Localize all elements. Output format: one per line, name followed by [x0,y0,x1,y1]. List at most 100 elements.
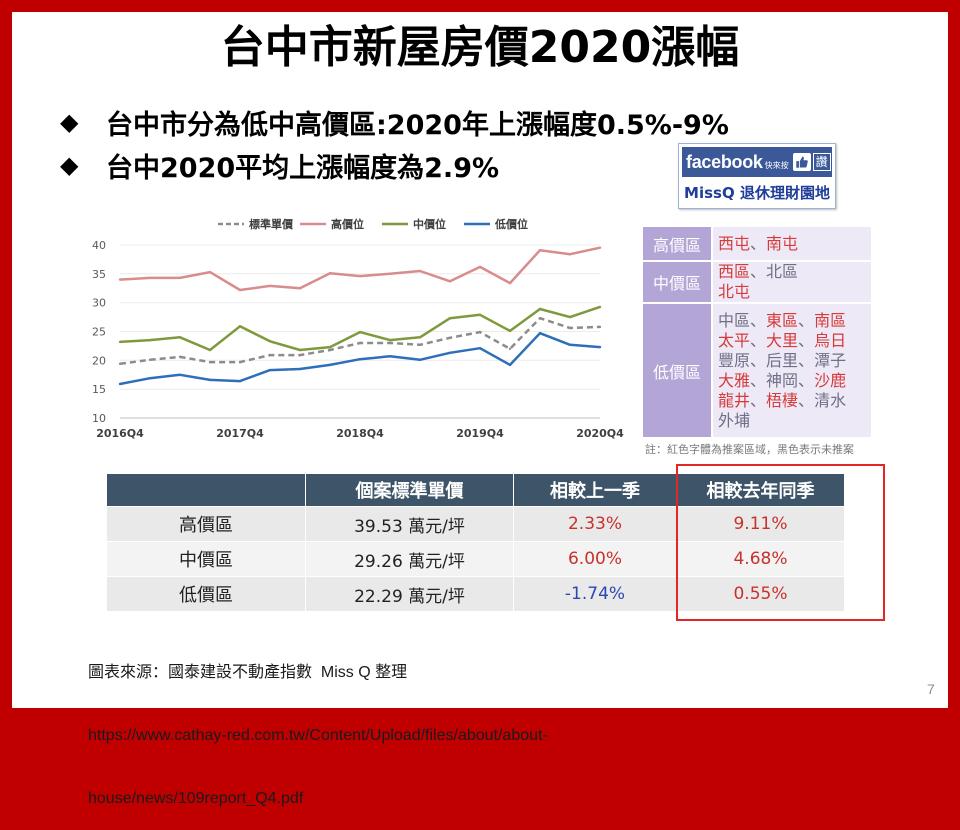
x-tick-label: 2020Q4 [576,427,624,440]
data-point [268,353,272,357]
data-point [598,305,602,309]
separator: 、 [750,390,767,410]
series-1 [118,246,602,292]
diamond-bullet-icon: ◆ [60,108,79,136]
data-point [388,338,392,342]
data-point [448,280,452,283]
data-point [238,288,242,292]
data-point [388,341,392,345]
district-row: 中價區 西區、北區 北屯 [643,261,871,304]
data-point [568,315,572,319]
data-point [238,325,242,328]
source-url-line[interactable]: https://www.cathay-red.com.tw/Content/Up… [88,727,548,744]
bullet-item: ◆ 台中市分為低中高價區:2020年上漲幅度0.5%-9% [60,102,729,142]
data-point [358,341,362,345]
table-row: 低價區 22.29 萬元/坪 -1.74% 0.55% [106,576,845,612]
district-name: 大雅 [718,370,751,390]
separator: 、 [798,310,815,330]
district-name: 后里 [766,350,799,370]
legend-item: 低價位 [464,217,528,231]
data-point [238,360,242,364]
district-name: 豐原 [718,350,751,370]
header-qoq: 相較上一季 [513,473,677,507]
qoq-change-cell: 6.00% [513,541,677,577]
data-point [538,317,542,320]
data-point [448,317,452,320]
separator: 、 [750,370,767,390]
data-point [538,307,542,311]
data-point [418,269,422,273]
qoq-change-cell: 2.33% [513,506,677,542]
x-tick-label: 2017Q4 [216,427,264,440]
series-3 [118,331,602,386]
district-table-body: 高價區 西屯、南屯 中價區 西區、北區 北屯 低價區 中區、東區、南區 太平、大里、烏日 豐原、… [643,227,871,439]
header-blank [106,473,306,507]
yoy-change-cell: 4.68% [676,541,845,577]
page-number: 7 [927,681,935,697]
district-name: 太平 [718,330,751,350]
district-list: 中區、東區、南區 太平、大里、烏日 豐原、后里、潭子 大雅、神岡、沙鹿 龍井、梧棲、清水… [712,303,871,439]
data-point [508,347,512,350]
row-label: 高價區 [106,506,306,542]
data-point [298,353,302,357]
data-point [388,272,392,275]
series-line [119,246,601,292]
thumbs-up-icon[interactable] [792,153,811,171]
district-name: 大里 [766,330,799,350]
district-name: 神岡 [766,370,799,390]
unit-price-cell: 39.53 萬元/坪 [305,506,514,542]
x-tick-label: 2018Q4 [336,427,384,440]
district-list: 西屯、南屯 [712,227,871,262]
district-name: 北屯 [718,282,751,301]
x-tick-label: 2019Q4 [456,427,504,440]
row-label: 低價區 [106,576,306,612]
facebook-badge[interactable]: facebook 快來按 讚 MissQ 退休理財園地 [678,143,836,209]
legend-item: 中價位 [382,217,446,231]
legend-item: 高價位 [300,217,364,231]
header-row: 個案標準單價 相較上一季 相較去年同季 [106,473,845,507]
district-name: 烏日 [814,330,847,350]
data-point [208,378,212,382]
data-point [538,249,542,252]
district-line: 大雅、神岡、沙鹿 [718,371,871,391]
data-point [508,363,512,367]
data-point [238,379,242,383]
y-tick-label: 15 [92,383,106,396]
separator: 、 [750,262,767,281]
data-point [358,274,362,278]
data-point [448,336,452,339]
qoq-change-cell: -1.74% [513,576,677,612]
like-label[interactable]: 讚 [812,153,831,171]
data-point [268,284,272,288]
data-point [268,368,272,372]
data-point [568,253,572,256]
data-point [598,345,602,349]
separator: 、 [798,350,815,370]
data-point [418,358,422,361]
district-line: 西區、北區 [718,262,871,282]
data-point [298,348,302,352]
yoy-change-cell: 0.55% [676,576,845,612]
source-note: 圖表來源：國泰建設不動產指數 Miss Q 整理 https://www.cat… [88,620,548,830]
district-row: 低價區 中區、東區、南區 太平、大里、烏日 豐原、后里、潭子 大雅、神岡、沙鹿 龍井、梧棲… [643,303,871,439]
source-url-line[interactable]: house/news/109report_Q4.pdf [88,790,304,807]
district-line: 西屯、南屯 [718,234,871,254]
y-tick-label: 30 [92,297,106,310]
data-point [118,278,122,281]
data-point [448,351,452,354]
separator: 、 [798,370,815,390]
district-row: 高價區 西屯、南屯 [643,227,871,262]
separator: 、 [750,330,767,350]
row-label: 中價區 [106,541,306,577]
slide-title: 台中市新屋房價2020漲幅 [220,22,740,73]
data-point [568,326,572,330]
data-point [328,363,332,367]
separator: 、 [798,390,815,410]
y-tick-label: 20 [92,354,106,367]
data-point [478,347,482,350]
district-name: 中區 [718,310,751,330]
separator: 、 [750,233,767,253]
y-tick-label: 35 [92,268,106,281]
district-name: 南區 [814,310,847,330]
data-point [538,332,542,335]
